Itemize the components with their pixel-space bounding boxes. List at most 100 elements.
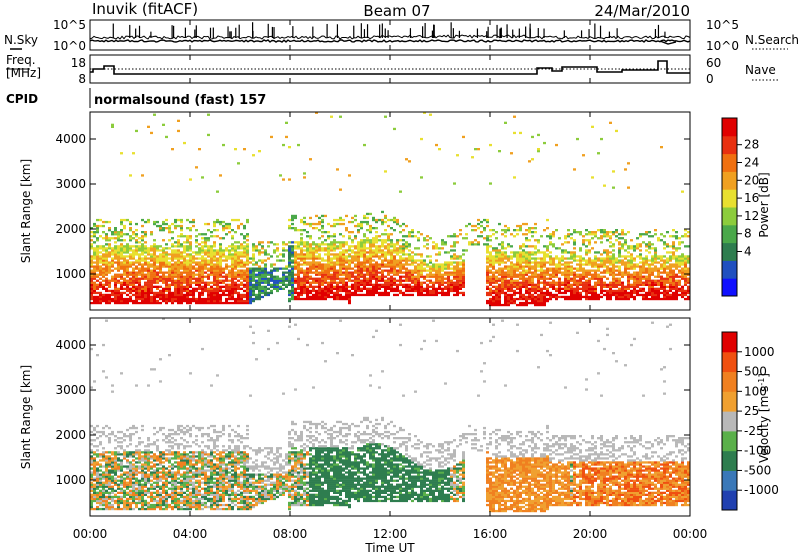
power-cell xyxy=(117,255,120,257)
power-cell xyxy=(231,292,234,294)
power-cell xyxy=(207,296,210,298)
power-cell xyxy=(132,268,135,270)
power-cell xyxy=(627,272,630,274)
power-cell xyxy=(252,245,255,247)
power-cell xyxy=(93,251,96,253)
power-cell xyxy=(165,282,168,284)
power-cell xyxy=(513,298,516,300)
power-cell xyxy=(300,257,303,259)
power-cell xyxy=(375,272,378,274)
power-cell xyxy=(300,278,303,280)
noise-left-tick-top: 10^5 xyxy=(53,18,86,32)
power-cell xyxy=(336,263,339,265)
power-cell xyxy=(678,255,681,257)
power-cell xyxy=(456,288,459,290)
power-cell xyxy=(426,288,429,290)
power-cell xyxy=(315,215,318,217)
power-cell xyxy=(108,251,111,253)
power-cell xyxy=(183,270,186,272)
power-cell xyxy=(588,270,591,272)
power-cell xyxy=(162,280,165,282)
power-cell xyxy=(141,302,144,304)
power-cell xyxy=(603,265,606,267)
power-cell xyxy=(231,259,234,261)
power-cell xyxy=(120,278,123,280)
power-cell xyxy=(456,272,459,274)
power-cell xyxy=(288,259,291,261)
power-cell xyxy=(225,223,228,225)
power-cell xyxy=(612,245,615,247)
power-cell xyxy=(258,296,261,298)
power-cell xyxy=(531,265,534,267)
power-cell xyxy=(426,247,429,249)
power-cell xyxy=(351,217,354,219)
velocity-cell xyxy=(93,508,96,510)
power-cell xyxy=(381,255,384,257)
power-cell xyxy=(363,294,366,296)
power-cell xyxy=(459,270,462,272)
power-cell xyxy=(327,261,330,263)
power-cell xyxy=(525,288,528,290)
power-cell xyxy=(438,288,441,290)
power-cell xyxy=(366,292,369,294)
power-cell xyxy=(105,235,108,237)
power-cell xyxy=(159,272,162,274)
power-cell xyxy=(135,300,138,302)
power-cell xyxy=(144,259,147,261)
power-cell xyxy=(432,265,435,267)
power-cell xyxy=(345,270,348,272)
power-cell xyxy=(324,270,327,272)
power-cell xyxy=(162,276,165,278)
power-cell xyxy=(606,249,609,251)
power-cell xyxy=(228,272,231,274)
power-cell xyxy=(408,231,411,233)
power-cell xyxy=(279,278,282,280)
power-cell xyxy=(369,274,372,276)
power-cell xyxy=(357,288,360,290)
power-cell xyxy=(171,300,174,302)
velocity-data xyxy=(90,318,690,513)
power-cell xyxy=(315,268,318,270)
power-cell xyxy=(192,290,195,292)
power-cell xyxy=(390,251,393,253)
power-cell xyxy=(312,241,315,243)
power-cell xyxy=(150,132,153,134)
power-cell xyxy=(441,265,444,267)
power-cell xyxy=(393,217,396,219)
power-cell xyxy=(345,215,348,217)
power-cell xyxy=(657,272,660,274)
power-cell xyxy=(99,274,102,276)
power-cell xyxy=(540,278,543,280)
power-cell xyxy=(495,270,498,272)
power-cell xyxy=(129,227,132,229)
power-cell xyxy=(132,249,135,251)
power-cell xyxy=(597,263,600,265)
power-cell xyxy=(579,268,582,270)
power-cell xyxy=(675,282,678,284)
power-cell xyxy=(207,276,210,278)
power-cell xyxy=(186,249,189,251)
power-cell xyxy=(324,247,327,249)
noise-traces xyxy=(90,22,690,44)
power-cell xyxy=(93,288,96,290)
power-cell xyxy=(474,148,477,150)
power-cell xyxy=(579,259,582,261)
power-cell xyxy=(621,298,624,300)
power-cell xyxy=(129,257,132,259)
power-cell xyxy=(258,251,261,253)
power-cell xyxy=(348,272,351,274)
power-cell xyxy=(507,257,510,259)
power-cell xyxy=(594,259,597,261)
power-cell xyxy=(555,290,558,292)
power-cell xyxy=(210,255,213,257)
power-cell xyxy=(402,249,405,251)
power-cell xyxy=(216,229,219,231)
power-cell xyxy=(360,221,363,223)
power-cell xyxy=(336,282,339,284)
power-cell xyxy=(234,278,237,280)
power-cell xyxy=(612,294,615,296)
power-cell xyxy=(282,274,285,276)
power-cell xyxy=(432,276,435,278)
power-cell xyxy=(147,298,150,300)
